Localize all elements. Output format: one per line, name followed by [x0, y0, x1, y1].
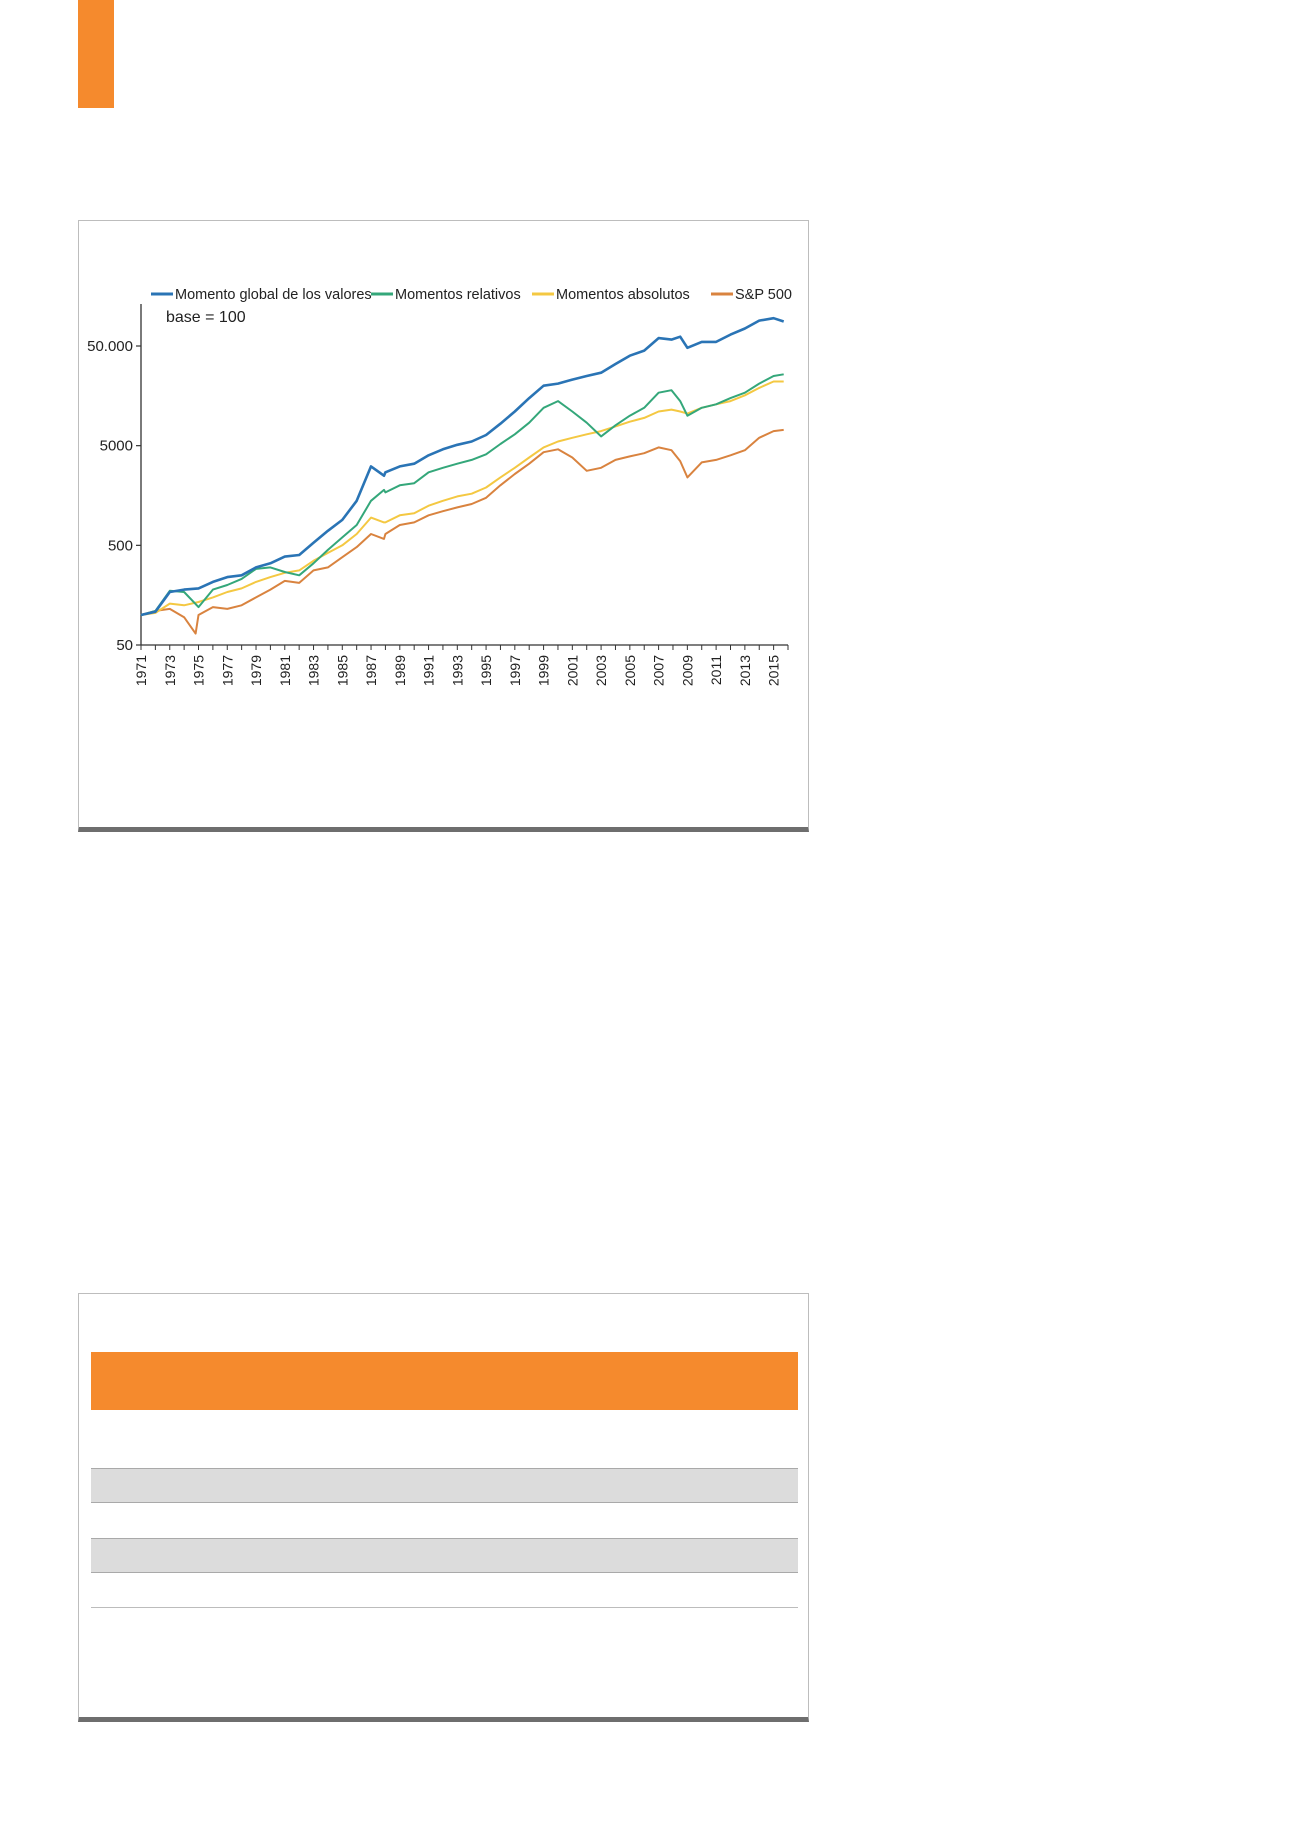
y-tick-label: 50 — [116, 637, 133, 654]
x-tick-label: 1971 — [133, 655, 149, 686]
x-tick-label: 1977 — [219, 655, 235, 686]
x-tick-label: 2003 — [593, 655, 609, 686]
x-tick-label: 1979 — [248, 655, 264, 686]
series-line — [140, 316, 785, 617]
table-header-band — [91, 1352, 798, 1410]
x-tick-label: 2011 — [708, 655, 724, 685]
legend-label: Momento global de los valores — [175, 287, 372, 303]
x-tick-label: 1983 — [306, 655, 322, 686]
x-tick-label: 1973 — [162, 655, 178, 686]
x-tick-label: 1999 — [536, 655, 552, 686]
x-tick-label: 2009 — [679, 655, 695, 686]
x-tick-label: 1995 — [478, 655, 494, 686]
legend-label: Momentos relativos — [395, 287, 521, 303]
series-line — [140, 373, 784, 616]
legend-label: Momentos absolutos — [556, 287, 690, 303]
table-row — [91, 1468, 798, 1503]
base-annotation: base = 100 — [166, 309, 246, 326]
table-row — [91, 1573, 798, 1608]
x-tick-label: 1993 — [449, 655, 465, 686]
x-tick-label: 1997 — [507, 655, 523, 686]
series-line — [140, 428, 784, 635]
x-tick-label: 2015 — [766, 655, 782, 686]
x-tick-label: 1987 — [363, 655, 379, 686]
chart-panel: 50 500 5000 50.000 1971 1973 1975 1977 1979 1981 1… — [78, 220, 809, 832]
x-tick-label: 1981 — [277, 655, 293, 686]
y-tick-label: 50.000 — [87, 338, 133, 355]
line-chart: 50 500 5000 50.000 1971 1973 1975 1977 1979 1981 1… — [87, 287, 792, 686]
x-tick-label: 2007 — [651, 655, 667, 686]
section-accent-bar — [78, 0, 114, 108]
legend-label: S&P 500 — [735, 287, 792, 303]
series-line — [140, 380, 784, 616]
y-tick-label: 500 — [108, 537, 133, 554]
x-tick-label: 1985 — [334, 655, 350, 686]
table-row — [91, 1538, 798, 1573]
table-panel — [78, 1293, 809, 1722]
y-tick-label: 5000 — [100, 438, 133, 455]
x-tick-label: 1975 — [191, 655, 207, 686]
x-tick-label: 1989 — [392, 655, 408, 686]
x-tick-label: 1991 — [421, 655, 437, 686]
x-tick-label: 2005 — [622, 655, 638, 686]
x-tick-label: 2001 — [564, 655, 580, 686]
x-tick-label: 2013 — [737, 655, 753, 686]
